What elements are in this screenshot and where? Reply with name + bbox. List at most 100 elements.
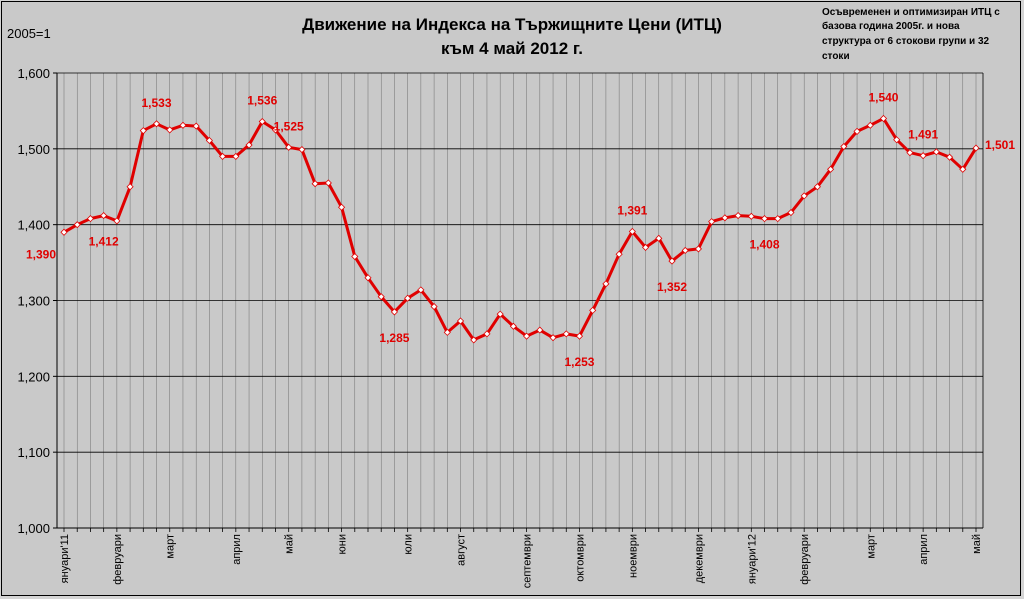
x-tick-label: май bbox=[971, 534, 983, 554]
data-label: 1,533 bbox=[142, 96, 172, 110]
y-tick-label: 1,000 bbox=[17, 521, 50, 536]
data-point bbox=[747, 212, 755, 220]
x-tick-label: ноември bbox=[627, 534, 639, 578]
data-labels: 1,390 1,412 1,533 1,536 1,525 1,285 1,253 1,391… bbox=[26, 91, 1015, 370]
note-line: структура от 6 стокови групи и 32 bbox=[822, 36, 990, 47]
x-tick-label: февруари bbox=[799, 534, 811, 585]
data-point bbox=[589, 306, 597, 314]
data-label: 1,390 bbox=[26, 247, 56, 261]
data-point bbox=[919, 152, 927, 160]
y-tick-label: 1,500 bbox=[17, 142, 50, 157]
data-point bbox=[443, 328, 451, 336]
data-point bbox=[972, 144, 980, 152]
x-tick-label: юли bbox=[403, 534, 415, 555]
data-point bbox=[879, 114, 888, 123]
plot-axes bbox=[53, 72, 984, 532]
data-point bbox=[945, 153, 954, 161]
base-year-label: 2005=1 bbox=[7, 26, 51, 41]
y-tick-label: 1,600 bbox=[17, 66, 50, 81]
data-point bbox=[86, 215, 95, 223]
data-point bbox=[774, 215, 782, 223]
data-point bbox=[932, 148, 940, 156]
y-tick-label: 1,200 bbox=[17, 369, 50, 384]
data-label: 1,253 bbox=[564, 355, 594, 369]
data-label: 1,525 bbox=[274, 119, 304, 133]
data-point bbox=[139, 127, 147, 135]
series-line bbox=[63, 117, 978, 342]
data-point bbox=[906, 149, 914, 157]
y-tick-label: 1,100 bbox=[17, 445, 50, 460]
y-tick-label: 1,400 bbox=[17, 218, 50, 233]
x-tick-label: януари'12 bbox=[746, 534, 758, 584]
data-point bbox=[205, 136, 213, 145]
data-point bbox=[893, 136, 901, 144]
data-label: 1,536 bbox=[247, 94, 277, 108]
series-markers bbox=[60, 114, 980, 344]
y-tick-label: 1,300 bbox=[17, 294, 50, 309]
data-label: 1,491 bbox=[908, 128, 938, 142]
data-label: 1,412 bbox=[89, 235, 119, 249]
data-label: 1,285 bbox=[379, 331, 409, 345]
data-point bbox=[800, 192, 808, 200]
data-point bbox=[760, 215, 769, 223]
data-point bbox=[483, 330, 491, 338]
chart-title-line1: Движение на Индекса на Тържищните Цени (… bbox=[302, 15, 722, 34]
data-point bbox=[694, 245, 703, 253]
y-axis-tick-labels: 1,000 1,100 1,200 1,300 1,400 1,500 1,600 bbox=[17, 66, 50, 536]
data-point bbox=[192, 122, 200, 130]
x-tick-label: март bbox=[865, 534, 877, 559]
data-label: 1,408 bbox=[750, 238, 780, 252]
data-point bbox=[470, 336, 478, 344]
data-point bbox=[311, 180, 319, 188]
data-point bbox=[628, 227, 636, 236]
series-itc bbox=[63, 117, 978, 342]
x-tick-label: април bbox=[231, 534, 243, 565]
data-point bbox=[681, 246, 689, 255]
data-point bbox=[285, 143, 293, 151]
x-tick-label: януари'11 bbox=[59, 534, 71, 583]
data-point bbox=[959, 165, 967, 173]
x-tick-label: октомври bbox=[574, 534, 586, 582]
data-point bbox=[377, 293, 385, 301]
x-tick-label: декември bbox=[693, 534, 705, 583]
chart-title-line2: към 4 май 2012 г. bbox=[441, 39, 583, 58]
data-point bbox=[100, 212, 108, 220]
data-point bbox=[404, 294, 412, 302]
data-point bbox=[549, 334, 557, 342]
data-label: 1,501 bbox=[985, 138, 1015, 152]
data-point bbox=[641, 243, 650, 251]
x-tick-label: август bbox=[456, 534, 468, 566]
data-point bbox=[271, 126, 280, 134]
data-point bbox=[390, 308, 399, 316]
data-point bbox=[827, 165, 835, 173]
data-label: 1,352 bbox=[657, 280, 687, 294]
data-point bbox=[337, 203, 346, 211]
data-point bbox=[232, 152, 240, 160]
data-point bbox=[840, 142, 848, 151]
data-point bbox=[73, 221, 81, 229]
data-point bbox=[523, 332, 531, 340]
data-point bbox=[708, 218, 716, 226]
x-tick-label: юни bbox=[337, 534, 349, 554]
data-label: 1,391 bbox=[617, 203, 647, 217]
data-label: 1,540 bbox=[868, 91, 898, 105]
note-line: Осъвременен и оптимизиран ИТЦ с bbox=[822, 7, 1000, 18]
data-point bbox=[126, 183, 134, 191]
x-tick-label: септември bbox=[522, 534, 534, 588]
data-point bbox=[813, 183, 821, 191]
data-point bbox=[60, 228, 68, 236]
data-point bbox=[258, 117, 266, 126]
plot-grid bbox=[57, 72, 983, 529]
data-point bbox=[668, 257, 676, 265]
data-point bbox=[602, 280, 610, 288]
data-point bbox=[575, 332, 584, 340]
x-tick-label: март bbox=[165, 534, 177, 559]
data-point bbox=[456, 317, 465, 325]
data-point bbox=[351, 252, 359, 261]
data-point bbox=[298, 146, 306, 154]
data-point bbox=[536, 326, 544, 334]
data-point bbox=[496, 310, 504, 318]
x-axis-tick-labels: януари'11 февруари март април май юни юли авгус… bbox=[59, 534, 983, 588]
